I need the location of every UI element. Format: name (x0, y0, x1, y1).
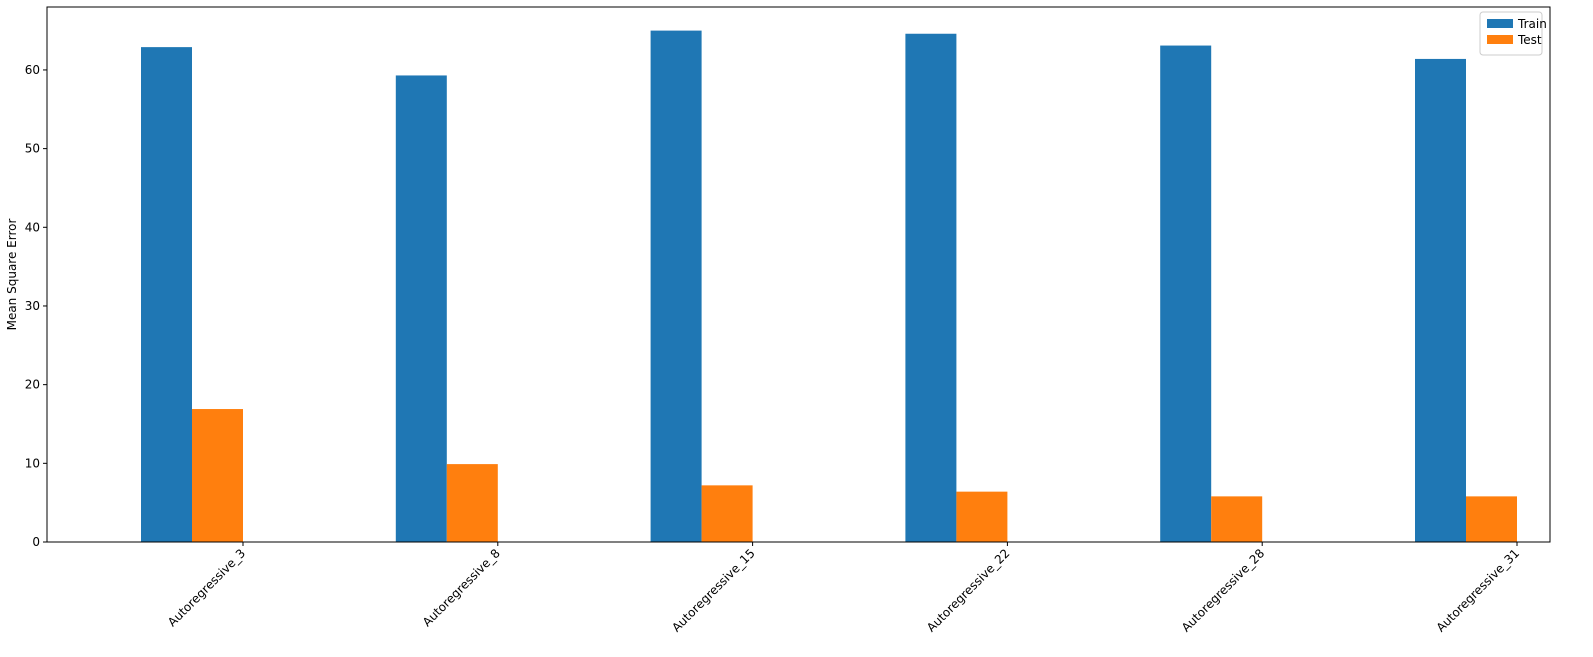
bar-train-autoregressive_31 (1415, 58, 1466, 542)
bar-train-autoregressive_8 (395, 75, 447, 542)
bar-test-autoregressive_8 (446, 464, 498, 542)
x-axis: Autoregressive_3 Autoregressive_8 Autoregr… (165, 542, 1522, 635)
plot-frame (46, 6, 1551, 543)
x-tick-label-autoregressive_3: Autoregressive_3 (165, 546, 248, 629)
x-tick-label-autoregressive_15: Autoregressive_15 (669, 546, 758, 635)
y-axis: 0 10 20 30 40 50 60 (25, 63, 47, 549)
legend-label-train: Train (1517, 17, 1547, 31)
bar-train-autoregressive_15 (650, 30, 702, 543)
bar-test-autoregressive_28 (1211, 496, 1263, 542)
legend-label-test: Test (1517, 33, 1542, 47)
y-tick-label-60: 60 (25, 63, 40, 77)
x-tick-label-autoregressive_8: Autoregressive_8 (420, 546, 503, 629)
y-tick-label-40: 40 (25, 220, 40, 234)
y-tick-label-0: 0 (32, 535, 40, 549)
x-tick-label-autoregressive_28: Autoregressive_28 (1179, 546, 1268, 635)
legend: Train Test (1479, 11, 1547, 56)
bar-train-autoregressive_3 (141, 47, 192, 542)
y-axis-label: Mean Square Error (5, 219, 19, 331)
bar-train-autoregressive_28 (1160, 45, 1212, 542)
y-tick-label-20: 20 (25, 378, 40, 392)
y-tick-label-30: 30 (25, 299, 40, 313)
bar-test-autoregressive_31 (1466, 496, 1517, 542)
y-tick-label-50: 50 (25, 142, 40, 156)
y-tick-label-10: 10 (25, 456, 40, 470)
bar-test-autoregressive_22 (956, 491, 1008, 542)
bars-layer (141, 30, 1517, 543)
bar-train-autoregressive_22 (905, 33, 957, 542)
legend-swatch-train (1487, 19, 1513, 28)
legend-swatch-test (1487, 35, 1513, 44)
bar-test-autoregressive_15 (701, 485, 753, 542)
x-tick-label-autoregressive_22: Autoregressive_22 (924, 546, 1013, 635)
x-tick-label-autoregressive_31: Autoregressive_31 (1434, 546, 1523, 635)
bar-test-autoregressive_3 (192, 409, 243, 542)
